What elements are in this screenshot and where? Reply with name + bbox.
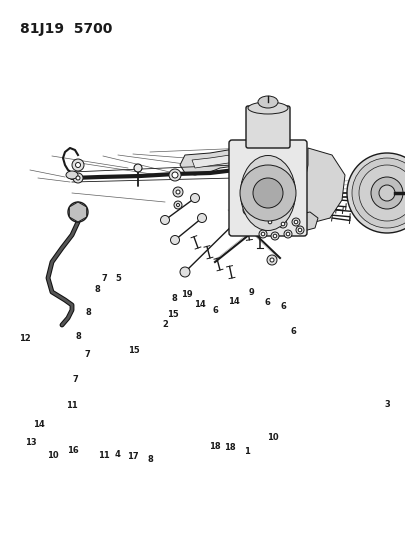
Text: 12: 12 <box>19 334 31 343</box>
Circle shape <box>295 226 303 234</box>
Circle shape <box>197 214 206 222</box>
Polygon shape <box>302 148 344 222</box>
Circle shape <box>239 165 295 221</box>
Text: 9: 9 <box>248 288 254 296</box>
Text: 16: 16 <box>67 446 79 455</box>
Circle shape <box>252 178 282 208</box>
Circle shape <box>346 153 405 233</box>
Text: 15: 15 <box>128 346 139 355</box>
Ellipse shape <box>66 171 78 179</box>
Circle shape <box>351 158 405 228</box>
Text: 4: 4 <box>115 450 120 458</box>
Circle shape <box>266 255 276 265</box>
Text: 13: 13 <box>25 438 36 447</box>
Text: 19: 19 <box>181 290 192 298</box>
Circle shape <box>170 236 179 245</box>
Text: 14: 14 <box>194 301 205 309</box>
Text: 81J19  5700: 81J19 5700 <box>20 22 112 36</box>
Circle shape <box>173 187 183 197</box>
Text: 2: 2 <box>162 320 168 328</box>
Text: 1: 1 <box>243 448 249 456</box>
Circle shape <box>73 173 83 183</box>
Text: 14: 14 <box>228 297 239 305</box>
Ellipse shape <box>247 102 287 114</box>
Circle shape <box>269 258 273 262</box>
Circle shape <box>172 172 177 178</box>
Circle shape <box>281 222 284 226</box>
Polygon shape <box>239 212 317 234</box>
Circle shape <box>190 193 199 203</box>
Polygon shape <box>192 155 234 168</box>
Circle shape <box>174 201 181 209</box>
Circle shape <box>160 215 169 224</box>
Circle shape <box>278 220 286 228</box>
Polygon shape <box>179 148 247 175</box>
Text: 7: 7 <box>84 351 90 359</box>
Circle shape <box>168 169 181 181</box>
Circle shape <box>176 204 179 206</box>
Text: 18: 18 <box>223 443 234 452</box>
Circle shape <box>134 164 142 172</box>
Circle shape <box>175 190 179 194</box>
Circle shape <box>265 218 273 226</box>
Circle shape <box>270 232 278 240</box>
Text: 6: 6 <box>280 302 286 311</box>
Circle shape <box>75 163 80 167</box>
Circle shape <box>294 220 297 224</box>
Text: 6: 6 <box>290 327 295 336</box>
Text: 6: 6 <box>212 306 217 314</box>
Circle shape <box>268 220 271 224</box>
FancyBboxPatch shape <box>228 140 306 236</box>
Circle shape <box>284 230 291 238</box>
Text: 8: 8 <box>147 455 153 464</box>
Circle shape <box>370 177 402 209</box>
Circle shape <box>179 267 190 277</box>
Circle shape <box>243 205 252 215</box>
Text: 10: 10 <box>266 433 278 441</box>
Circle shape <box>72 159 84 171</box>
Circle shape <box>358 165 405 221</box>
Circle shape <box>378 185 394 201</box>
Text: 7: 7 <box>102 274 107 283</box>
Text: 5: 5 <box>115 274 121 283</box>
Polygon shape <box>69 202 86 222</box>
FancyBboxPatch shape <box>256 141 279 180</box>
FancyBboxPatch shape <box>245 106 289 148</box>
Text: 7: 7 <box>72 375 78 384</box>
Circle shape <box>76 176 80 180</box>
Text: 6: 6 <box>264 298 269 307</box>
Circle shape <box>260 232 264 236</box>
Circle shape <box>73 207 83 217</box>
Text: 8: 8 <box>75 333 81 341</box>
Circle shape <box>286 232 289 236</box>
Circle shape <box>273 234 276 238</box>
Circle shape <box>291 218 299 226</box>
Ellipse shape <box>257 96 277 108</box>
Text: 11: 11 <box>98 451 109 460</box>
Circle shape <box>258 230 266 238</box>
Ellipse shape <box>240 156 295 230</box>
Text: 15: 15 <box>166 310 178 319</box>
Circle shape <box>68 202 88 222</box>
Text: 18: 18 <box>209 442 220 451</box>
Text: 3: 3 <box>384 400 390 408</box>
Text: 8: 8 <box>94 285 100 294</box>
Text: 8: 8 <box>171 294 177 303</box>
Text: 8: 8 <box>85 309 91 317</box>
Text: 10: 10 <box>47 451 58 460</box>
Circle shape <box>297 228 301 232</box>
Text: 14: 14 <box>33 421 44 429</box>
Text: 11: 11 <box>66 401 78 409</box>
Text: 17: 17 <box>127 452 139 461</box>
